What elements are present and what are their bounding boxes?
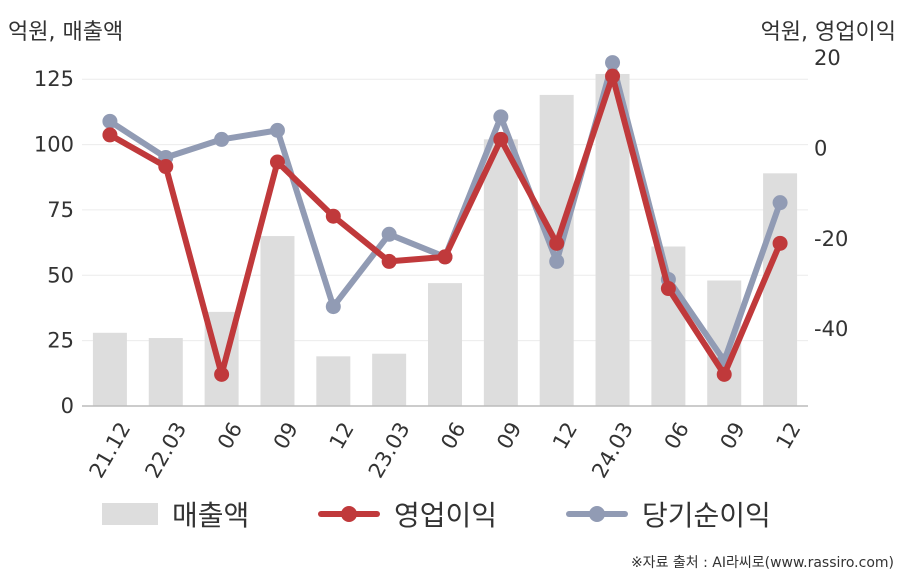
right-tick-label: -40 xyxy=(814,317,848,341)
x-tick-label: 22.03 xyxy=(140,418,191,482)
point-operating-profit xyxy=(772,235,788,251)
right-tick-label: 0 xyxy=(814,136,827,160)
point-net-income xyxy=(605,55,621,71)
bar-revenue xyxy=(483,139,518,407)
bar-revenue xyxy=(763,173,798,406)
right-axis-unit-label: 억원, 영업이익 xyxy=(760,20,896,45)
legend-swatch-operating-profit xyxy=(318,503,380,525)
legend-label-operating-profit: 영업이익 xyxy=(394,499,498,532)
point-operating-profit xyxy=(325,208,341,224)
legend-item-revenue: 매출액 xyxy=(102,492,249,536)
point-net-income xyxy=(381,226,397,242)
legend-label-net-income: 당기순이익 xyxy=(642,499,771,532)
bar-revenue xyxy=(372,353,407,406)
point-net-income xyxy=(102,113,118,129)
left-tick-label: 75 xyxy=(47,198,74,222)
point-operating-profit xyxy=(381,253,397,269)
right-tick-label: -20 xyxy=(814,227,848,251)
left-tick-label: 25 xyxy=(47,329,74,353)
left-tick-label: 50 xyxy=(47,263,74,287)
x-tick-label: 06 xyxy=(436,418,470,453)
x-tick-label: 12 xyxy=(771,418,805,453)
x-tick-label: 24.03 xyxy=(587,418,638,482)
point-operating-profit xyxy=(493,131,509,147)
point-operating-profit xyxy=(660,281,676,297)
bar-revenue xyxy=(148,338,183,406)
x-tick-label: 09 xyxy=(492,418,526,453)
legend-item-net-income: 당기순이익 xyxy=(566,492,771,536)
left-tick-label: 125 xyxy=(34,67,74,91)
point-net-income xyxy=(549,253,565,269)
source-credit: ※자료 출처 : AI라씨로(www.rassiro.com) xyxy=(630,555,894,571)
x-tick-label: 23.03 xyxy=(364,418,415,482)
left-axis-unit-label: 억원, 매출액 xyxy=(8,20,124,45)
point-net-income xyxy=(214,131,230,147)
point-net-income xyxy=(269,122,285,138)
point-operating-profit xyxy=(102,127,118,143)
x-tick-label: 09 xyxy=(716,418,750,453)
legend: 매출액 영업이익 당기순이익 xyxy=(0,492,908,536)
point-operating-profit xyxy=(605,68,621,84)
right-tick-label: 20 xyxy=(814,46,841,70)
legend-label-revenue: 매출액 xyxy=(172,499,250,532)
point-operating-profit xyxy=(716,366,732,382)
point-operating-profit xyxy=(549,235,565,251)
x-tick-label: 12 xyxy=(325,418,359,453)
line-series xyxy=(102,55,788,382)
point-net-income xyxy=(772,195,788,211)
legend-item-operating-profit: 영업이익 xyxy=(318,492,497,536)
left-tick-label: 100 xyxy=(34,133,74,157)
bar-revenue xyxy=(260,236,295,406)
legend-swatch-net-income xyxy=(566,503,628,525)
point-net-income xyxy=(325,299,341,315)
point-operating-profit xyxy=(214,366,230,382)
bar-revenue xyxy=(92,332,127,406)
left-tick-label: 0 xyxy=(61,394,74,418)
bar-series xyxy=(92,73,798,407)
point-operating-profit xyxy=(158,159,174,175)
x-tick-label: 12 xyxy=(548,418,582,453)
point-operating-profit xyxy=(437,249,453,265)
point-operating-profit xyxy=(269,154,285,170)
bar-revenue xyxy=(428,283,462,406)
bar-revenue xyxy=(316,356,351,406)
x-tick-label: 06 xyxy=(660,418,694,453)
point-net-income xyxy=(493,109,509,125)
x-tick-label: 21.12 xyxy=(85,418,136,482)
legend-swatch-revenue xyxy=(102,503,158,525)
x-tick-label: 06 xyxy=(213,418,247,453)
x-tick-label: 09 xyxy=(269,418,303,453)
